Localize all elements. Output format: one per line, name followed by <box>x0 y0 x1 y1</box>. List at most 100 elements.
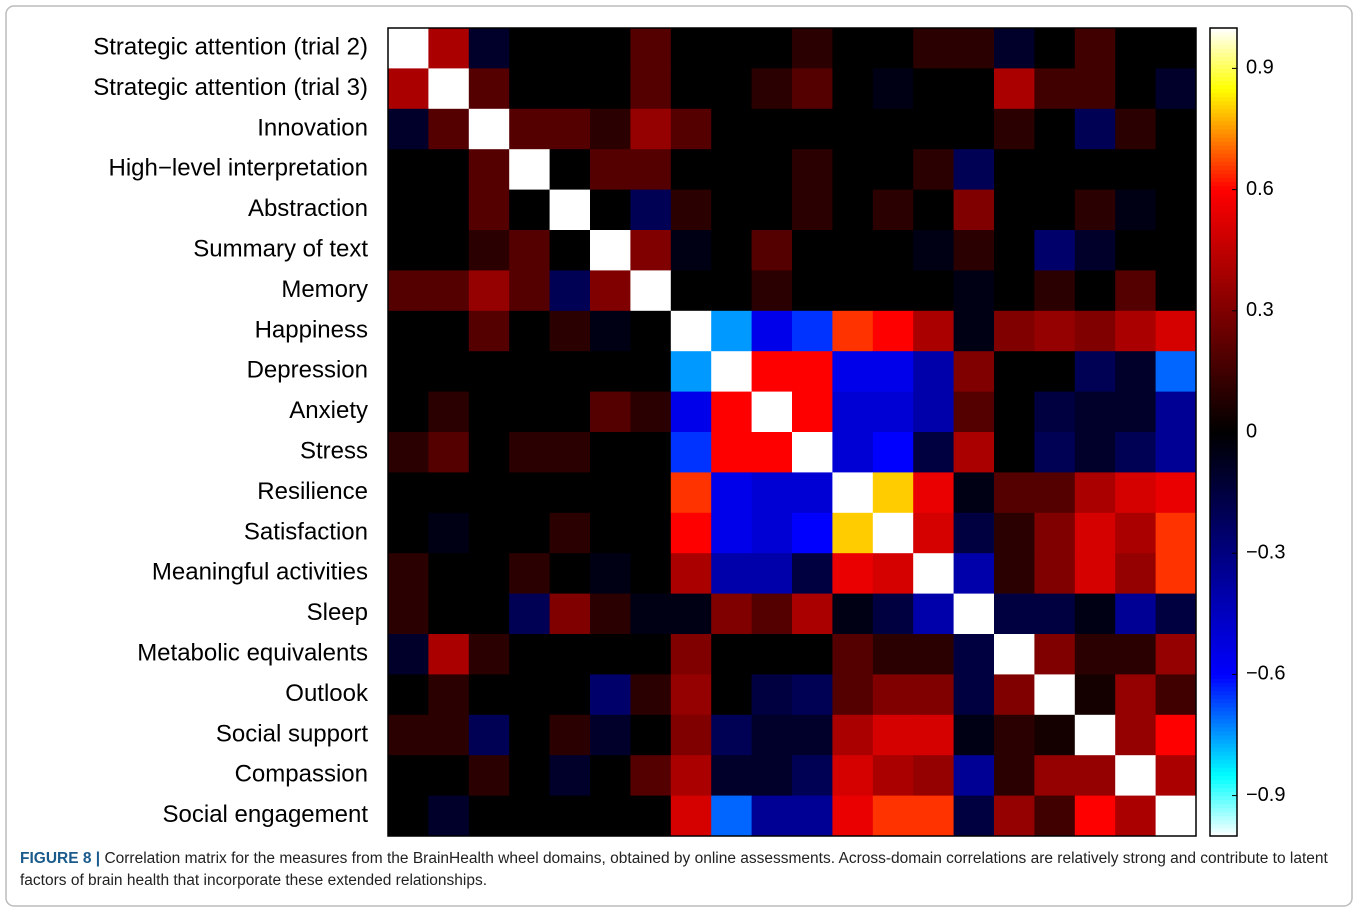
colorbar-segment <box>1210 811 1237 817</box>
heatmap-cell <box>751 634 793 675</box>
colorbar-segment <box>1210 302 1237 308</box>
heatmap-cell <box>792 149 833 191</box>
heatmap-cell <box>509 432 551 473</box>
heatmap-cell <box>1155 351 1197 393</box>
heatmap-cell <box>388 553 429 595</box>
heatmap-cell <box>792 674 833 716</box>
heatmap-cell <box>872 472 914 514</box>
heatmap-cell <box>468 230 510 271</box>
colorbar-segment <box>1210 706 1237 712</box>
heatmap-cell <box>670 28 712 69</box>
heatmap-cell <box>711 68 753 110</box>
heatmap-cell <box>1034 230 1076 271</box>
heatmap-cell <box>1155 270 1197 312</box>
heatmap-cell <box>913 755 955 797</box>
heatmap-cell <box>1155 795 1197 837</box>
colorbar-segment <box>1210 533 1237 538</box>
heatmap-cell <box>549 795 591 837</box>
heatmap-cell <box>630 68 672 110</box>
heatmap-cell <box>428 189 470 231</box>
colorbar-segment <box>1210 593 1237 599</box>
colorbar-segment <box>1210 767 1237 772</box>
heatmap-cell <box>711 28 753 69</box>
row-label: Anxiety <box>289 397 368 424</box>
colorbar-segment <box>1210 617 1237 623</box>
heatmap-cell <box>670 351 712 393</box>
heatmap-cell <box>913 553 955 595</box>
heatmap-cell <box>1115 351 1157 393</box>
heatmap-cell <box>1034 68 1076 110</box>
heatmap-cell <box>590 230 631 271</box>
colorbar-segment <box>1210 823 1237 829</box>
colorbar-segment <box>1210 456 1237 461</box>
heatmap-cell <box>590 553 631 595</box>
heatmap-cell <box>994 674 1035 716</box>
heatmap-cell <box>994 795 1035 837</box>
heatmap-cell <box>953 553 995 595</box>
heatmap-cell <box>590 310 631 352</box>
colorbar-segment <box>1210 238 1237 243</box>
heatmap-cell <box>1074 230 1116 271</box>
colorbar-segment <box>1210 76 1237 82</box>
heatmap-cell <box>630 230 672 271</box>
heatmap-cell <box>994 553 1035 595</box>
heatmap-cell <box>468 108 510 150</box>
colorbar-segment <box>1210 484 1237 490</box>
heatmap-cell <box>428 512 470 554</box>
colorbar-segment <box>1210 787 1237 793</box>
colorbar-segment <box>1210 379 1237 385</box>
heatmap-cell <box>953 634 995 675</box>
heatmap-cell <box>509 391 551 433</box>
colorbar-segment <box>1210 476 1237 481</box>
heatmap-cell <box>1034 553 1076 595</box>
heatmap-cell <box>1034 512 1076 554</box>
colorbar-segment <box>1210 80 1237 86</box>
colorbar-segment <box>1210 363 1237 368</box>
heatmap-cell <box>913 472 955 514</box>
heatmap-cell <box>1155 634 1197 675</box>
row-label: Social support <box>216 720 368 747</box>
heatmap-cell <box>792 28 833 69</box>
colorbar-segment <box>1210 310 1237 316</box>
heatmap-cell <box>549 68 591 110</box>
colorbar-segment <box>1210 609 1237 615</box>
heatmap-cell <box>1115 391 1157 433</box>
heatmap-cell <box>468 634 510 675</box>
heatmap-cell <box>953 674 995 716</box>
heatmap-cell <box>913 634 955 675</box>
heatmap-cell <box>468 310 510 352</box>
heatmap-cell <box>994 755 1035 797</box>
colorbar-segment <box>1210 72 1237 77</box>
colorbar-segment <box>1210 68 1237 73</box>
heatmap-cell <box>832 512 874 554</box>
heatmap-cell <box>711 755 753 797</box>
row-label: High−level interpretation <box>109 155 369 182</box>
heatmap-cell <box>388 351 429 393</box>
heatmap-cell <box>872 634 914 675</box>
heatmap-cell <box>994 189 1035 231</box>
colorbar-segment <box>1210 528 1237 534</box>
colorbar-segment <box>1210 601 1237 607</box>
heatmap-cell <box>388 108 429 150</box>
heatmap-cell <box>509 189 551 231</box>
colorbar-segment <box>1210 423 1237 429</box>
colorbar-segment <box>1210 335 1237 340</box>
colorbar-segment <box>1210 120 1237 126</box>
colorbar-segment <box>1210 577 1237 582</box>
row-label: Outlook <box>285 680 369 707</box>
heatmap-cell <box>630 755 672 797</box>
heatmap-cell <box>994 108 1035 150</box>
heatmap-cell <box>792 634 833 675</box>
heatmap-cell <box>872 512 914 554</box>
colorbar-segment <box>1210 230 1237 235</box>
heatmap-cell <box>953 270 995 312</box>
heatmap-cell <box>630 593 672 635</box>
colorbar-segment <box>1210 100 1237 106</box>
colorbar-segment <box>1210 557 1237 562</box>
heatmap-cell <box>590 351 631 393</box>
colorbar-segment <box>1210 185 1237 191</box>
colorbar-segment <box>1210 795 1237 801</box>
heatmap-cell <box>388 674 429 716</box>
heatmap-cell <box>872 189 914 231</box>
heatmap-cell <box>468 593 510 635</box>
